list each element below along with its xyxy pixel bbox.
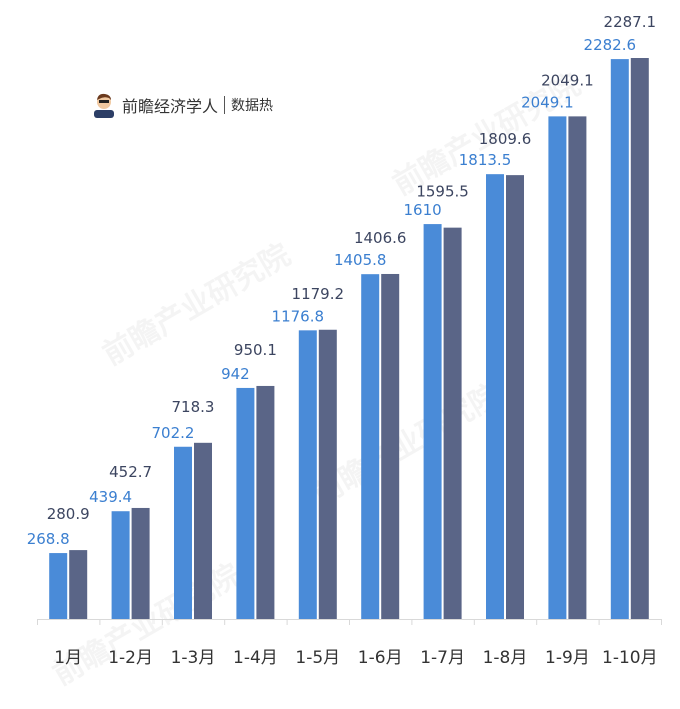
data-label-series2: 452.7	[109, 463, 152, 481]
data-label-series2: 1179.2	[292, 285, 345, 303]
x-tick-label: 1-8月	[483, 648, 528, 668]
data-label-series1: 1813.5	[459, 151, 512, 169]
x-tick-label: 1-10月	[602, 648, 658, 668]
bar-series2	[630, 58, 649, 619]
data-label-series2: 1406.6	[354, 229, 407, 247]
brand-divider	[224, 96, 226, 114]
bar-series2	[131, 507, 150, 619]
brand-subtitle: 数据热	[231, 98, 274, 114]
bar-series2	[256, 385, 275, 619]
data-label-series1: 702.2	[152, 424, 195, 442]
data-label-series1: 2282.6	[584, 36, 637, 54]
brand-name: 前瞻经济学人	[122, 97, 219, 116]
x-tick-label: 1-6月	[358, 648, 403, 668]
bar-series2	[568, 116, 587, 620]
avatar-icon	[94, 93, 114, 118]
bar-series2	[443, 227, 462, 619]
x-tick-label: 1-5月	[295, 648, 340, 668]
bar-series1	[236, 387, 255, 619]
data-label-series2: 950.1	[234, 341, 277, 359]
bar-series1	[298, 330, 317, 619]
bar-series1	[423, 224, 442, 620]
data-label-series1: 1405.8	[334, 251, 387, 269]
data-label-series1: 942	[221, 365, 250, 383]
bar-series1	[548, 116, 567, 620]
data-label-series2: 2049.1	[541, 71, 594, 89]
bar-series2	[381, 273, 400, 619]
data-label-series1: 439.4	[89, 488, 132, 506]
bar-series1	[174, 446, 192, 619]
data-label-series2: 280.9	[47, 505, 90, 523]
bar-series1	[49, 553, 68, 619]
bar-series2	[194, 442, 212, 619]
x-tick-label: 1-2月	[108, 648, 153, 668]
bar-series1	[111, 511, 130, 619]
bar-series2	[69, 550, 88, 619]
data-label-series1: 2049.1	[521, 93, 574, 111]
x-tick-label: 1-9月	[545, 648, 590, 668]
data-label-series2: 1595.5	[416, 183, 469, 201]
x-tick-label: 1月	[54, 648, 82, 668]
bar-series2	[318, 329, 337, 619]
data-label-series2: 718.3	[172, 398, 215, 416]
brand-logo: 前瞻经济学人 数据热	[92, 92, 273, 118]
bar-series2	[506, 175, 524, 619]
bar-series1	[361, 274, 380, 619]
data-label-series1: 1610	[404, 201, 442, 219]
data-label-series2: 2287.1	[604, 13, 657, 31]
data-label-series1: 268.8	[27, 530, 70, 548]
x-tick-label: 1-4月	[233, 648, 278, 668]
x-tick-label: 1-3月	[171, 648, 216, 668]
data-label-series1: 1176.8	[272, 307, 325, 325]
bar-series1	[486, 174, 504, 620]
data-label-series2: 1809.6	[479, 130, 532, 148]
bar-series1	[610, 59, 629, 619]
x-tick-label: 1-7月	[420, 648, 465, 668]
